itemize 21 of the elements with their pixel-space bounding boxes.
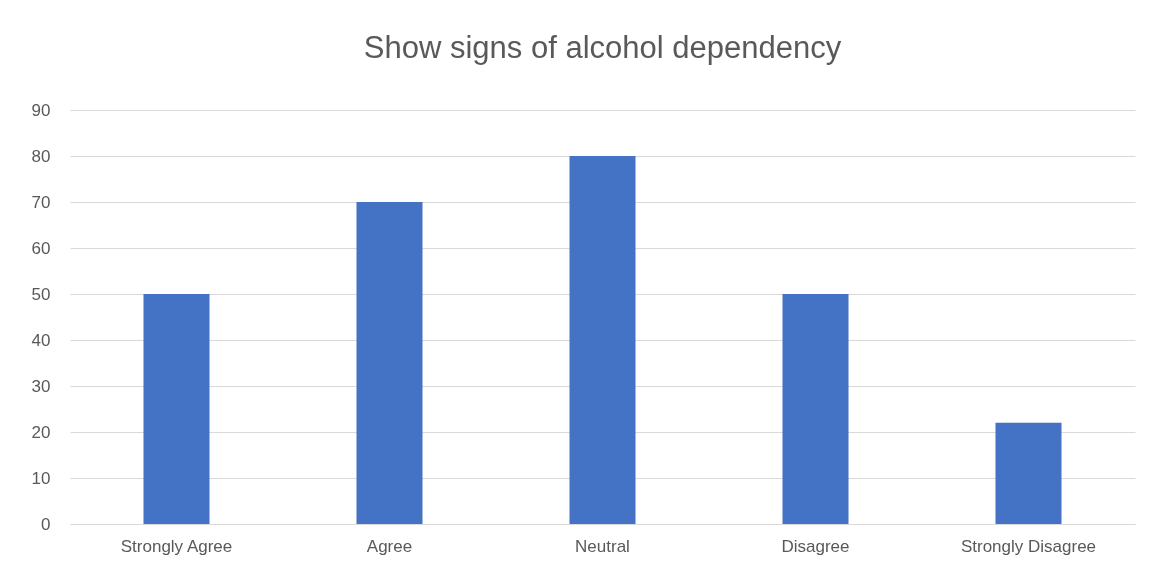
chart-title: Show signs of alcohol dependency — [363, 30, 842, 65]
x-tick-label: Neutral — [575, 536, 630, 556]
x-tick-label: Disagree — [781, 536, 850, 556]
x-tick-label: Agree — [366, 536, 413, 556]
y-tick-label: 40 — [31, 330, 51, 350]
x-tick-label: Strongly Agree — [120, 536, 233, 556]
bar — [569, 156, 636, 524]
bar — [782, 294, 849, 524]
bar — [356, 202, 423, 524]
y-tick-label: 70 — [31, 192, 51, 212]
y-tick-label: 10 — [31, 468, 51, 488]
bar — [143, 294, 210, 524]
y-tick-label: 80 — [31, 146, 51, 166]
bar — [995, 422, 1062, 524]
y-tick-label: 60 — [31, 238, 51, 258]
y-tick-label: 30 — [31, 376, 51, 396]
y-tick-label: 0 — [41, 514, 51, 534]
y-tick-label: 20 — [31, 422, 51, 442]
x-tick-label: Strongly Disagree — [960, 536, 1097, 556]
y-tick-label: 90 — [31, 100, 51, 120]
y-tick-label: 50 — [31, 284, 51, 304]
